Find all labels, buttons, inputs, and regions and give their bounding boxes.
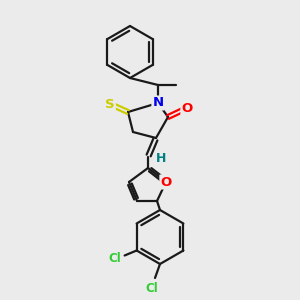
Text: H: H xyxy=(156,152,166,166)
Text: N: N xyxy=(152,97,164,110)
Text: O: O xyxy=(160,176,172,188)
Text: S: S xyxy=(105,98,115,110)
Text: O: O xyxy=(182,103,193,116)
Text: Cl: Cl xyxy=(108,252,121,265)
Text: Cl: Cl xyxy=(146,281,158,295)
